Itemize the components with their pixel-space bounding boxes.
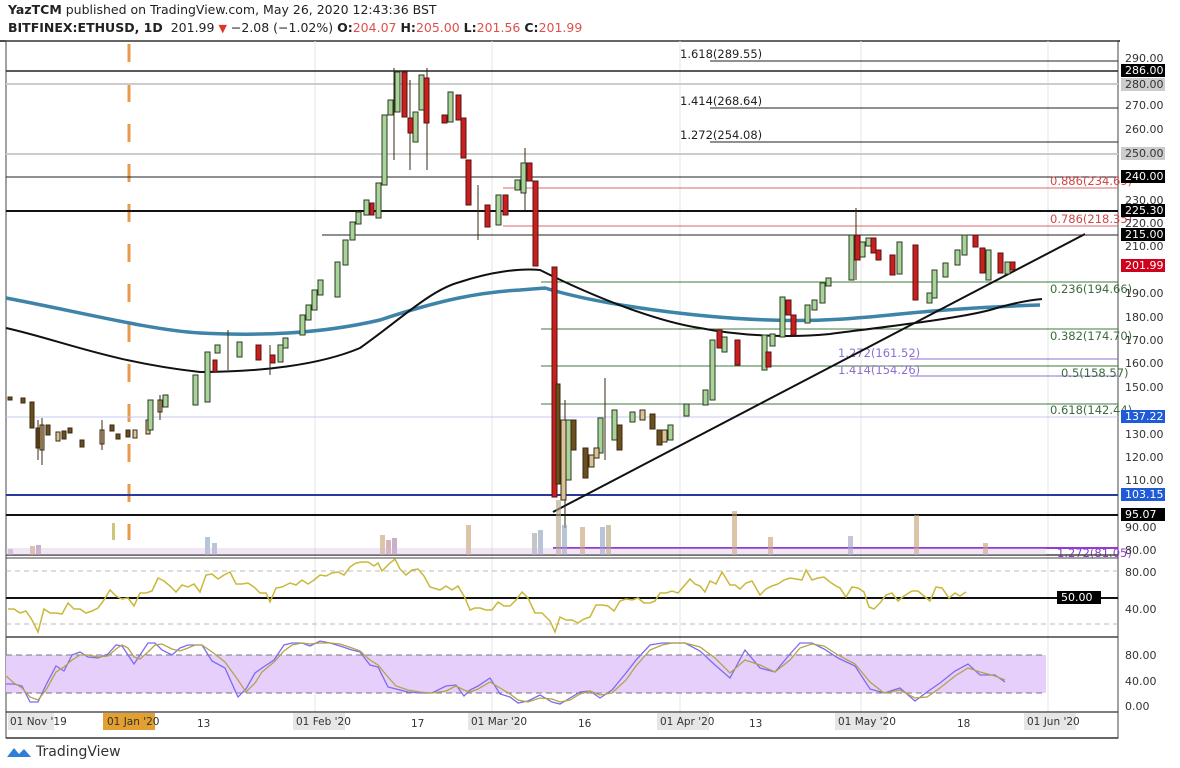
publish-text: published on TradingView.com, May 26, 20… [65, 2, 437, 17]
svg-text:260.00: 260.00 [1125, 123, 1164, 136]
svg-text:240.00: 240.00 [1125, 170, 1164, 183]
open-value: 204.07 [352, 20, 397, 35]
author-name[interactable]: YazTCM [8, 2, 62, 17]
svg-text:18: 18 [957, 718, 970, 730]
svg-text:103.15: 103.15 [1125, 488, 1164, 501]
svg-text:1.272(81.05): 1.272(81.05) [1057, 546, 1132, 560]
svg-text:137.22: 137.22 [1125, 410, 1164, 423]
svg-text:0.786(218.35): 0.786(218.35) [1050, 212, 1132, 226]
rsi-line [8, 557, 967, 635]
symbol-label: BITFINEX:ETHUSD, 1D [8, 20, 163, 35]
svg-text:1.414(154.26): 1.414(154.26) [838, 363, 920, 377]
high-label: H: [400, 20, 416, 35]
svg-text:0.886(234.69): 0.886(234.69) [1050, 174, 1132, 188]
svg-text:01 May '20: 01 May '20 [838, 716, 896, 728]
svg-text:0.00: 0.00 [1125, 700, 1150, 713]
svg-text:120.00: 120.00 [1125, 451, 1164, 464]
svg-text:230.00: 230.00 [1125, 194, 1164, 207]
svg-text:1.272(254.08): 1.272(254.08) [680, 128, 762, 142]
fib-labels: 1.618(289.55) 1.414(268.64) 1.272(254.08… [680, 47, 1132, 560]
stoch-d-line [5, 642, 1006, 703]
svg-text:180.00: 180.00 [1125, 311, 1164, 324]
indicator-axis: 80.00 40.00 80.00 40.00 0.00 [1125, 566, 1157, 713]
svg-text:0.382(174.70): 0.382(174.70) [1050, 329, 1132, 343]
svg-text:01 Feb '20: 01 Feb '20 [296, 716, 351, 728]
svg-text:215.00: 215.00 [1125, 228, 1164, 241]
svg-text:0.618(142.44): 0.618(142.44) [1050, 403, 1132, 417]
svg-text:1.618(289.55): 1.618(289.55) [680, 47, 762, 61]
svg-text:17: 17 [411, 718, 424, 730]
svg-text:201.99: 201.99 [1125, 259, 1164, 272]
brand-name: TradingView [36, 744, 121, 760]
svg-text:01 Nov '19: 01 Nov '19 [10, 716, 67, 728]
candlesticks [7, 68, 1016, 528]
ascending-trendline [552, 233, 1086, 513]
svg-text:40.00: 40.00 [1125, 675, 1157, 688]
tradingview-brand[interactable]: TradingView [6, 744, 121, 760]
svg-text:130.00: 130.00 [1125, 428, 1164, 441]
close-label: C: [524, 20, 539, 35]
svg-text:225.30: 225.30 [1125, 204, 1164, 217]
tradingview-logo-icon [7, 748, 31, 757]
low-label: L: [463, 20, 477, 35]
svg-text:1.272(161.52): 1.272(161.52) [838, 346, 920, 360]
svg-text:220.00: 220.00 [1125, 217, 1164, 230]
svg-text:210.00: 210.00 [1125, 240, 1164, 253]
svg-text:90.00: 90.00 [1125, 521, 1157, 534]
svg-text:80.00: 80.00 [1125, 566, 1157, 579]
svg-text:01 Jun '20: 01 Jun '20 [1027, 716, 1080, 728]
svg-text:286.00: 286.00 [1125, 64, 1164, 77]
svg-text:0.5(158.57): 0.5(158.57) [1061, 366, 1129, 380]
svg-text:280.00: 280.00 [1125, 78, 1164, 91]
svg-text:16: 16 [578, 718, 592, 730]
publish-info: YazTCM published on TradingView.com, May… [8, 2, 437, 17]
stoch-band [6, 655, 1046, 693]
chart-frame [5, 40, 1119, 739]
sma-black-line [5, 268, 1043, 374]
price-change: −2.08 (−1.02%) [230, 20, 334, 35]
svg-text:250.00: 250.00 [1125, 147, 1164, 160]
svg-text:290.00: 290.00 [1125, 52, 1164, 65]
high-value: 205.00 [415, 20, 460, 35]
svg-text:13: 13 [197, 718, 210, 730]
last-price: 201.99 [170, 20, 215, 35]
svg-text:80.00: 80.00 [1125, 649, 1157, 662]
svg-text:190.00: 190.00 [1125, 287, 1164, 300]
time-axis: 01 Nov '19 01 Jan '20 13 01 Feb '20 17 0… [8, 713, 1080, 730]
svg-text:95.07: 95.07 [1125, 508, 1157, 521]
down-arrow-icon: ▼ [218, 22, 227, 35]
svg-text:13: 13 [749, 718, 762, 730]
price-tags: 286.00 280.00 250.00 240.00 225.30 215.0… [1121, 64, 1165, 521]
svg-text:40.00: 40.00 [1125, 603, 1157, 616]
stoch-k-line [6, 640, 1006, 705]
svg-text:80.00: 80.00 [1125, 544, 1157, 557]
low-value: 201.56 [476, 20, 521, 35]
symbol-info: BITFINEX:ETHUSD, 1D 201.99 ▼ −2.08 (−1.0… [8, 20, 582, 35]
price-axis: 290.00 270.00 260.00 230.00 220.00 210.0… [1125, 52, 1164, 557]
svg-text:170.00: 170.00 [1125, 334, 1164, 347]
svg-text:160.00: 160.00 [1125, 357, 1164, 370]
svg-text:01 Mar '20: 01 Mar '20 [471, 716, 527, 728]
close-value: 201.99 [538, 20, 583, 35]
volume-bars [8, 500, 988, 555]
svg-text:50.00: 50.00 [1061, 591, 1093, 604]
svg-text:270.00: 270.00 [1125, 99, 1164, 112]
open-label: O: [337, 20, 353, 35]
svg-text:150.00: 150.00 [1125, 381, 1164, 394]
svg-text:1.414(268.64): 1.414(268.64) [680, 94, 762, 108]
horizontal-levels [6, 70, 1118, 516]
svg-text:0.236(194.66): 0.236(194.66) [1050, 282, 1132, 296]
rsi-level-tag [1057, 591, 1101, 604]
svg-text:01 Apr '20: 01 Apr '20 [660, 716, 714, 728]
sma-blue-line [5, 286, 1041, 336]
svg-text:01 Jan '20: 01 Jan '20 [107, 716, 159, 728]
svg-text:110.00: 110.00 [1125, 474, 1164, 487]
